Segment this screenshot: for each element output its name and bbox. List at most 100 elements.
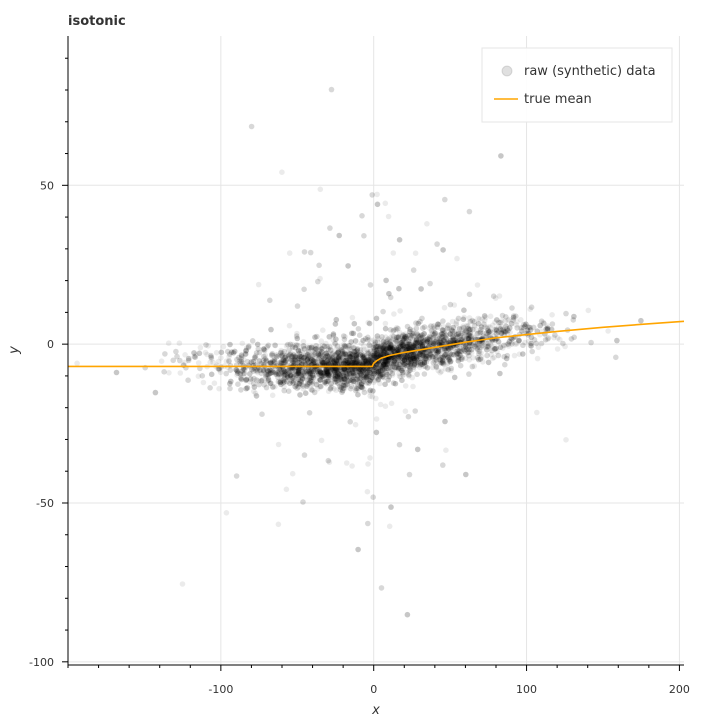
scatter-point xyxy=(288,378,295,384)
scatter-point xyxy=(265,371,272,378)
scatter-point xyxy=(419,343,426,350)
scatter-point xyxy=(399,377,405,384)
scatter-point xyxy=(366,320,373,327)
scatter-point xyxy=(403,335,410,342)
scatter-point xyxy=(435,348,442,354)
scatter-point xyxy=(220,343,227,350)
scatter-point xyxy=(405,344,411,350)
scatter-point xyxy=(265,371,271,378)
scatter-point xyxy=(467,329,474,336)
scatter-point xyxy=(410,351,416,358)
scatter-point xyxy=(401,363,407,370)
scatter-point xyxy=(395,355,401,362)
scatter-point xyxy=(349,355,356,362)
scatter-point xyxy=(428,328,435,334)
scatter-point xyxy=(368,376,374,383)
scatter-point xyxy=(370,350,376,357)
scatter-point xyxy=(399,334,405,340)
scatter-point xyxy=(409,363,415,369)
scatter-point xyxy=(261,346,267,353)
scatter-point xyxy=(282,359,289,366)
scatter-point xyxy=(298,356,304,362)
scatter-point xyxy=(419,334,426,341)
scatter-point xyxy=(404,341,410,347)
scatter-point xyxy=(350,370,357,376)
scatter-point xyxy=(439,357,446,364)
scatter-point xyxy=(401,335,408,341)
scatter-point xyxy=(396,237,403,243)
scatter-point xyxy=(406,354,412,361)
scatter-point xyxy=(417,339,423,346)
scatter-point xyxy=(305,353,312,360)
scatter-point xyxy=(385,345,391,352)
scatter-point xyxy=(357,375,363,382)
scatter-point xyxy=(537,322,543,329)
scatter-point xyxy=(305,355,312,361)
scatter-point xyxy=(397,374,404,380)
scatter-point xyxy=(360,355,367,361)
scatter-point xyxy=(427,339,434,346)
scatter-point xyxy=(298,354,305,360)
scatter-point xyxy=(431,325,438,331)
scatter-point xyxy=(419,352,426,358)
scatter-point xyxy=(381,342,387,348)
scatter-point xyxy=(261,381,268,388)
scatter-point xyxy=(285,388,292,395)
scatter-point xyxy=(275,371,282,378)
scatter-point xyxy=(388,360,395,367)
scatter-point xyxy=(300,499,306,505)
scatter-point xyxy=(236,358,243,364)
scatter-point xyxy=(318,383,324,389)
scatter-point xyxy=(378,350,385,356)
scatter-point xyxy=(344,381,351,388)
scatter-point xyxy=(281,387,288,394)
scatter-point xyxy=(278,370,285,377)
scatter-point xyxy=(305,382,311,389)
scatter-point xyxy=(351,378,357,385)
scatter-point xyxy=(378,358,385,365)
scatter-point xyxy=(466,346,472,353)
scatter-point xyxy=(389,332,396,339)
scatter-point xyxy=(451,344,457,351)
scatter-point xyxy=(363,358,369,365)
scatter-point xyxy=(347,419,354,425)
scatter-point xyxy=(414,351,421,358)
scatter-point xyxy=(290,359,297,365)
scatter-point xyxy=(433,357,440,363)
scatter-point xyxy=(441,345,448,352)
scatter-point xyxy=(390,361,397,367)
scatter-point xyxy=(327,366,334,373)
scatter-point xyxy=(638,317,644,324)
scatter-point xyxy=(528,340,534,347)
scatter-point xyxy=(449,351,455,358)
scatter-point xyxy=(392,380,399,387)
scatter-point xyxy=(335,361,342,367)
scatter-point xyxy=(394,356,401,363)
scatter-point xyxy=(386,290,392,297)
scatter-point xyxy=(440,327,446,334)
scatter-point xyxy=(585,307,592,314)
scatter-point xyxy=(275,371,282,377)
scatter-point xyxy=(379,347,386,353)
scatter-point xyxy=(434,241,440,247)
scatter-point xyxy=(404,362,410,369)
scatter-point xyxy=(440,318,446,324)
scatter-point xyxy=(337,357,343,364)
scatter-point xyxy=(357,357,363,364)
scatter-point xyxy=(257,367,263,373)
scatter-point xyxy=(360,369,366,376)
scatter-point xyxy=(284,374,291,381)
scatter-point xyxy=(316,370,322,377)
scatter-point xyxy=(260,367,267,374)
scatter-point xyxy=(414,446,421,453)
scatter-point xyxy=(360,352,366,358)
scatter-point xyxy=(286,346,293,353)
scatter-point xyxy=(234,368,241,375)
scatter-point xyxy=(367,393,374,399)
scatter-point xyxy=(265,342,272,349)
scatter-point xyxy=(415,350,421,357)
scatter-point xyxy=(427,337,434,343)
scatter-point xyxy=(441,346,448,353)
scatter-point xyxy=(337,386,344,393)
